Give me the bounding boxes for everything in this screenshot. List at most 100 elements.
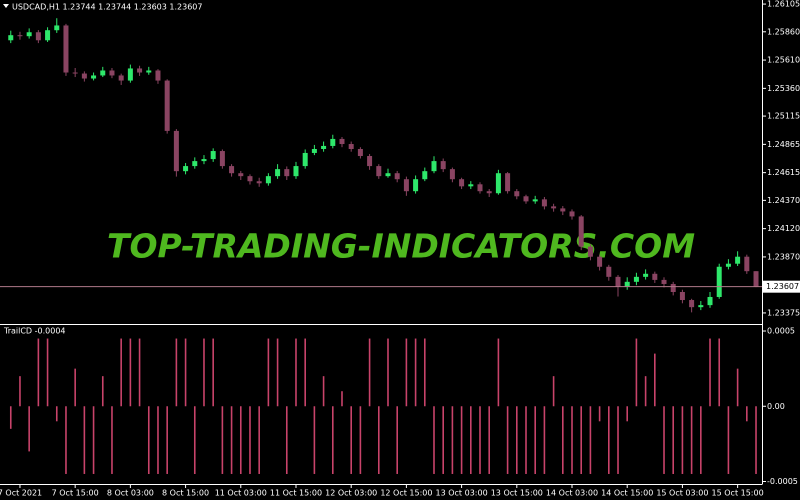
candle-body (652, 273, 658, 280)
candle-body (63, 25, 69, 73)
candle-body (137, 68, 143, 73)
candle-body (256, 181, 262, 184)
candle-body (118, 75, 124, 81)
y-tick-label: 1.24120 (767, 224, 800, 233)
last-price-label: 1.23607 (766, 282, 799, 291)
candle-body (385, 173, 391, 177)
candle-body (91, 75, 97, 79)
x-tick-label: 11 Oct 15:00 (270, 489, 322, 498)
menu-arrow (3, 4, 9, 8)
last-price-box (763, 280, 800, 293)
candle-body (689, 300, 695, 308)
x-tick-label: 12 Oct 15:00 (380, 489, 432, 498)
candle-body (127, 68, 133, 81)
candle-body (284, 169, 290, 177)
candle-body (321, 145, 327, 149)
candle-body (8, 35, 14, 41)
candle-body (541, 199, 547, 207)
candle-body (468, 184, 474, 187)
candle-body (633, 276, 639, 282)
x-tick-label: 11 Oct 03:00 (215, 489, 267, 498)
x-tick-label: 7 Oct 15:00 (52, 489, 99, 498)
candle-body (302, 152, 308, 167)
y-tick-label: 1.24370 (767, 196, 800, 205)
candle-body (54, 25, 60, 31)
candle-body (624, 281, 630, 287)
candle-body (679, 292, 685, 301)
candle-body (275, 169, 281, 177)
candle-body (477, 184, 483, 192)
candle-body (505, 173, 511, 192)
x-tick-label: 13 Oct 03:00 (436, 489, 488, 498)
candle-body (449, 169, 455, 180)
candle-body (183, 166, 189, 172)
y-tick-label: 1.25115 (767, 112, 800, 121)
candle-body (495, 173, 501, 194)
x-tick-label: 15 Oct 15:00 (712, 489, 764, 498)
indicator-title: TrailCD -0.0004 (3, 327, 66, 336)
y-tick-label: -0.0005 (767, 477, 798, 486)
candle-body (367, 156, 373, 167)
candle-body (376, 166, 382, 177)
candle-body (587, 246, 593, 257)
candle-body (210, 151, 216, 160)
candle-body (735, 256, 741, 264)
candle-body (339, 138, 345, 145)
y-tick-label: 1.26105 (767, 0, 800, 9)
y-tick-label: 1.23870 (767, 252, 800, 261)
candle-body (330, 138, 336, 146)
candle-body (661, 279, 667, 284)
x-tick-label: 8 Oct 15:00 (162, 489, 209, 498)
candle-body (514, 191, 520, 197)
candle-body (265, 176, 271, 184)
candle-body (45, 30, 51, 41)
candle-body (459, 179, 465, 187)
candle-body (35, 32, 41, 41)
candle-body (17, 35, 23, 37)
candle-body (357, 148, 363, 157)
candle-body (578, 216, 584, 247)
candle-body (486, 191, 492, 194)
candle-body (238, 173, 244, 177)
candle-body (26, 32, 32, 37)
candle-body (201, 159, 207, 162)
candle-body (560, 208, 566, 212)
candle-body (155, 70, 161, 81)
candle-body (440, 161, 446, 170)
candle-body (606, 266, 612, 277)
candle-body (422, 171, 428, 180)
candle-body (753, 271, 759, 287)
candle-body (293, 166, 299, 177)
candle-body (698, 305, 704, 308)
candle-body (725, 263, 731, 267)
candle-body (173, 130, 179, 172)
candle-body (348, 144, 354, 149)
y-tick-label: 1.25360 (767, 84, 800, 93)
x-tick-label: 8 Oct 03:00 (107, 489, 154, 498)
candle-body (431, 161, 437, 172)
y-tick-label: 1.24865 (767, 140, 800, 149)
y-tick-label: 0.0005 (767, 327, 795, 336)
candle-body (192, 161, 198, 167)
y-tick-label: 1.23375 (767, 308, 800, 317)
candle-body (716, 266, 722, 297)
candle-body (670, 283, 676, 293)
candle-body (523, 196, 529, 202)
candle-body (72, 72, 78, 74)
y-tick-label: 1.24615 (767, 168, 800, 177)
candle-body (100, 70, 106, 76)
candle-body (707, 296, 713, 306)
chart-title: USDCAD,H1 1.23744 1.23744 1.23603 1.2360… (12, 3, 202, 12)
candle-body (81, 73, 87, 79)
y-tick-label: 0.00 (767, 402, 785, 411)
candle-body (569, 211, 575, 217)
candle-body (109, 70, 115, 76)
candle-body (615, 276, 621, 287)
x-tick-label: 14 Oct 03:00 (546, 489, 598, 498)
x-tick-label: 12 Oct 03:00 (325, 489, 377, 498)
candle-body (403, 179, 409, 192)
x-tick-label: 15 Oct 03:00 (656, 489, 708, 498)
candle-body (311, 148, 317, 153)
